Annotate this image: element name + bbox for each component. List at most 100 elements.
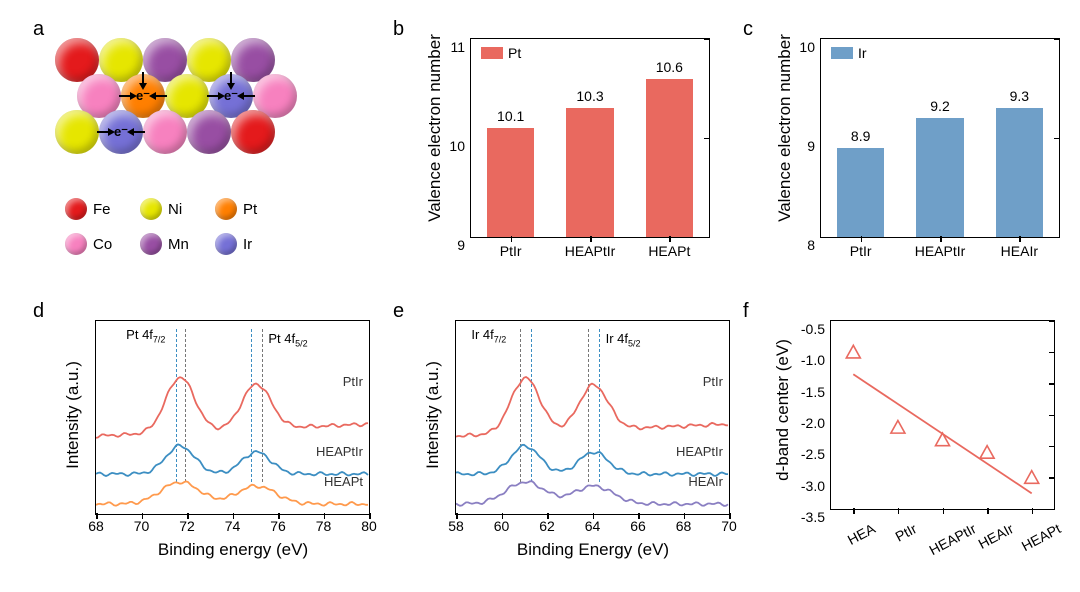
arrow-icon [230,72,232,84]
atom-fe [231,110,275,154]
label-e: e [393,300,404,323]
series-label: PtIr [703,374,723,389]
panel-b-barchart: Valence electron number 9101110.1PtIr10.… [420,28,720,283]
peak-label: Pt 4f7/2 [126,327,165,345]
panel-e-xps: Intensity (a.u.) 58606264666870PtIrHEAPt… [415,315,735,575]
series-label: HEAPtIr [676,444,723,459]
xlabel-e: Binding Energy (eV) [517,540,669,560]
series-label: HEAPt [324,474,363,489]
legend-dot [65,198,87,220]
ytick: -1.0 [801,352,831,368]
ytick: 9 [807,138,821,154]
ytick: -2.5 [801,446,831,462]
tick-mark [704,39,710,41]
legend-text: Fe [93,201,111,218]
legend-mn: Mn [140,233,189,255]
legend-swatch [831,47,853,59]
bar-value: 10.3 [576,88,603,104]
tick-mark [669,236,671,242]
spectrum-PtIr [96,377,368,438]
bar [916,118,964,237]
label-b: b [393,18,404,41]
bar-value: 9.3 [1010,88,1029,104]
ytick: -3.0 [801,478,831,494]
scatter-point [1025,471,1039,484]
xtick: HEAPtIr [923,515,978,558]
tick-mark [369,513,371,519]
arrow-icon [243,95,255,97]
legend-text: Ir [858,45,867,61]
label-a: a [33,18,44,41]
xtick: PtIr [890,515,920,545]
legend-dot [215,198,237,220]
arrow-icon [133,131,145,133]
scatter-point [936,433,950,446]
legend-ir: Ir [215,233,252,255]
tick-mark [987,508,989,514]
ytick: 9 [457,237,471,253]
label-d: d [33,300,44,323]
ytick: -2.0 [801,415,831,431]
xtick: HEAIr [973,515,1016,552]
scatter-point [891,421,905,434]
plot-area-d: 68707274767880PtIrHEAPtIrHEAPtPt 4f7/2Pt… [95,320,370,515]
tick-mark [943,508,945,514]
bar [487,128,535,237]
tick-mark [940,236,942,242]
atom-ni [55,110,99,154]
legend-text: Co [93,236,112,253]
peak-label: Pt 4f5/2 [268,331,307,349]
legend-co: Co [65,233,112,255]
bar [996,108,1044,237]
legend-text: Pt [508,45,521,61]
legend-pt: Pt [215,198,257,220]
legend-text: Ni [168,201,182,218]
panel-f-scatter: d-band center (eV) -3.5-3.0-2.5-2.0-1.5-… [770,315,1070,575]
tick-mark [704,237,710,239]
plot-area-c: 89108.9PtIr9.2HEAPtIr9.3HEAIrIr [820,38,1060,238]
label-c: c [743,18,753,41]
bar [646,79,694,237]
peak-label: Ir 4f7/2 [471,327,506,345]
bar-value: 9.2 [930,98,949,114]
arrow-icon [97,131,109,133]
tick-mark [853,508,855,514]
bar [566,108,614,237]
scatter-point [980,446,994,459]
bar [837,148,885,237]
tick-mark [511,236,513,242]
series-label: PtIr [343,374,363,389]
legend-dot [215,233,237,255]
fit-svg [831,321,1054,509]
spectrum-PtIr [456,377,728,437]
panel-d-xps: Intensity (a.u.) 68707274767880PtIrHEAPt… [55,315,375,575]
panel-c-barchart: Valence electron number 89108.9PtIr9.2HE… [770,28,1070,283]
spectrum-HEAIr [456,481,728,506]
tick-mark [1019,236,1021,242]
tick-mark [1054,39,1060,41]
bar-value: 8.9 [851,128,870,144]
legend-dot [140,233,162,255]
arrow-icon [142,72,144,84]
legend-text: Ir [243,236,252,253]
ylabel-e: Intensity (a.u.) [423,361,443,469]
tick-mark [1054,237,1060,239]
bar-value: 10.1 [497,108,524,124]
electron-label: e⁻ [114,124,128,140]
ytick: -3.5 [801,509,831,525]
tick-mark [1032,508,1034,514]
plot-area-e: 58606264666870PtIrHEAPtIrHEAIrIr 4f7/2Ir… [455,320,730,515]
xtick: HEAPt [1016,515,1063,554]
plot-area-b: 9101110.1PtIr10.3HEAPtIr10.6HEAPtPt [470,38,710,238]
legend-swatch [481,47,503,59]
atoms-container: e⁻e⁻e⁻ [55,38,315,188]
arrow-icon [207,95,219,97]
arrow-icon [155,95,167,97]
series-label: HEAIr [688,474,723,489]
atom-mn [187,110,231,154]
atom-co [143,110,187,154]
legend-dot [140,198,162,220]
ytick: 11 [450,39,471,55]
peak-label: Ir 4f5/2 [606,331,641,349]
series-label: HEAPtIr [316,444,363,459]
